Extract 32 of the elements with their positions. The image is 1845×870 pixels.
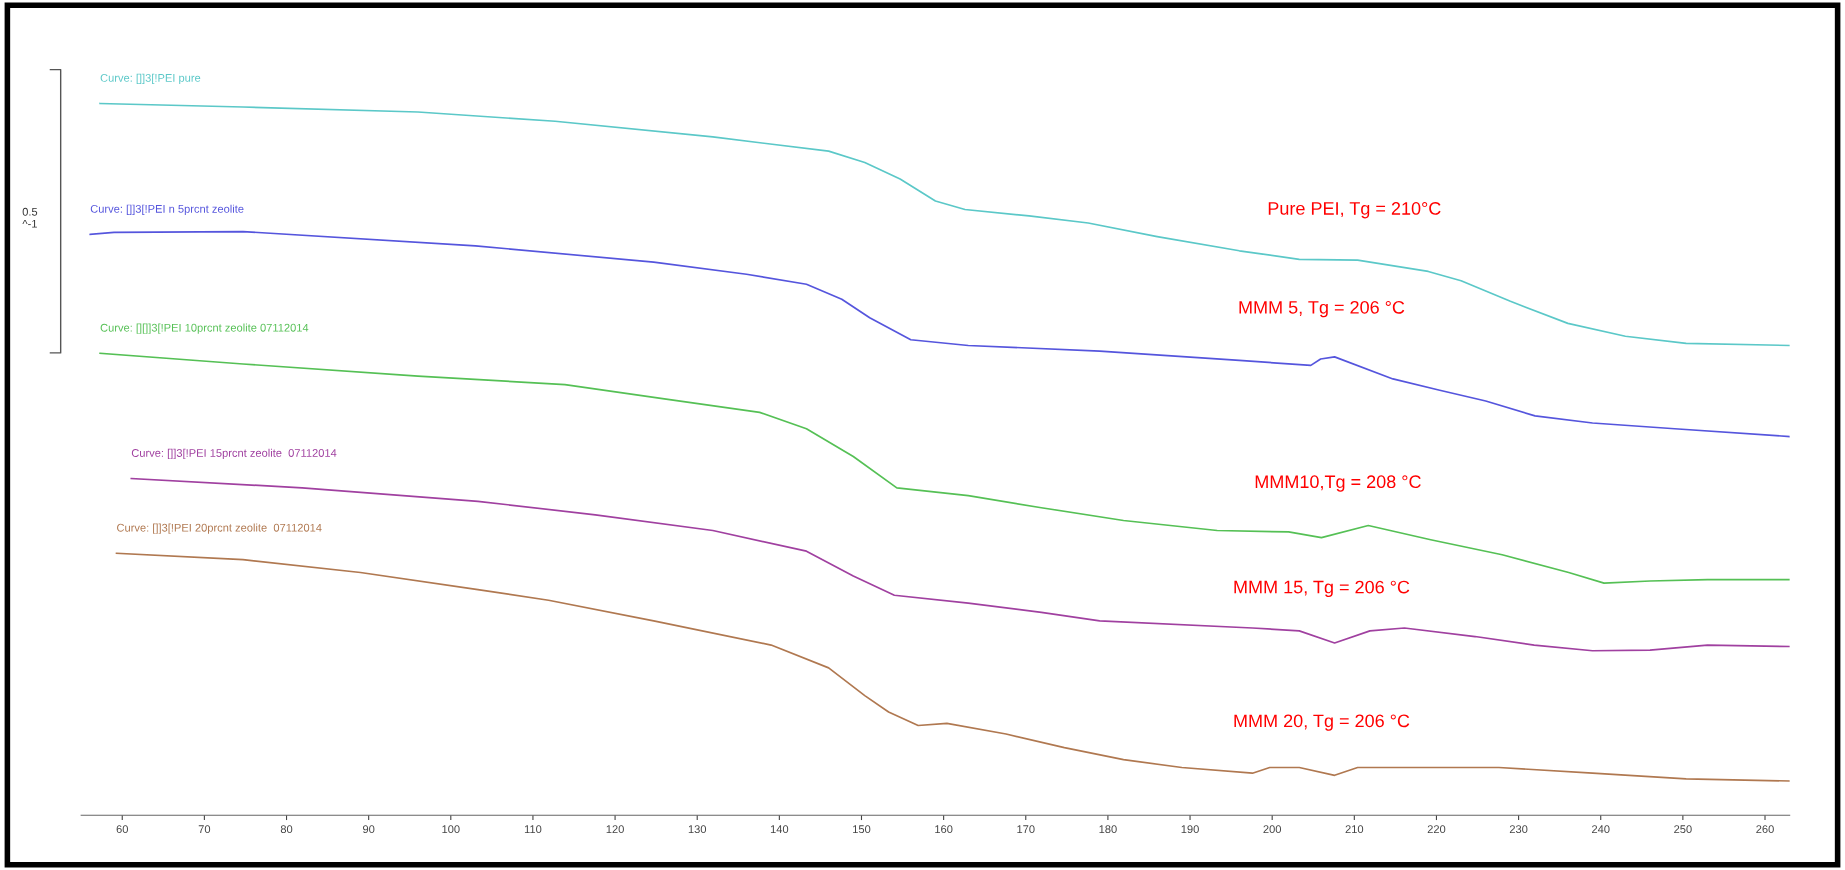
x-tick-label: 220: [1427, 825, 1446, 834]
x-tick-label: 100: [442, 825, 460, 834]
x-tick-label: 60: [116, 825, 128, 834]
x-tick-label: 190: [1181, 825, 1199, 834]
x-tick-label: 200: [1263, 825, 1282, 834]
x-tick-label: 250: [1674, 825, 1692, 834]
x-tick-label: 240: [1592, 825, 1610, 834]
x-tick-label: 260: [1756, 825, 1774, 834]
x-tick-label: 170: [1017, 825, 1035, 834]
series-label: Curve: []]3[!PEI n 5prcnt zeolite: [90, 204, 244, 215]
series-label: Curve: []]3[!PEI 20prcnt zeolite 07112014: [117, 523, 322, 534]
annotation: MMM10,Tg = 208 °C: [1255, 475, 1421, 492]
x-tick-label: 120: [606, 825, 624, 834]
x-tick-label: 160: [935, 825, 953, 834]
annotation: MMM 15, Tg = 206 °C: [1234, 580, 1410, 598]
series-label: Curve: [][]]3[!PEI 10prcnt zeolite 07112014: [100, 323, 309, 334]
series-label: Curve: []]3[!PEI 15prcnt zeolite 07112014: [131, 448, 337, 460]
x-tick-label: 230: [1509, 825, 1528, 834]
series-label: Curve: []]3[!PEI pure: [100, 73, 201, 85]
x-tick-label: 210: [1345, 825, 1364, 834]
x-tick-label: 150: [853, 825, 871, 834]
x-tick-label: 90: [363, 825, 375, 834]
x-tick-label: 70: [198, 825, 211, 834]
x-tick-label: 180: [1099, 825, 1117, 834]
annotation: MMM 20, Tg = 206 °C: [1234, 714, 1410, 731]
x-tick-label: 110: [524, 825, 542, 834]
x-tick-label: 140: [770, 825, 789, 834]
annotation: Pure PEI, Tg = 210°C: [1268, 202, 1441, 219]
annotation: MMM 5, Tg = 206 °C: [1239, 300, 1405, 318]
x-tick-label: 130: [688, 825, 707, 834]
text: 0.5 ^-1: [22, 207, 38, 228]
x-tick-label: 80: [280, 825, 293, 834]
